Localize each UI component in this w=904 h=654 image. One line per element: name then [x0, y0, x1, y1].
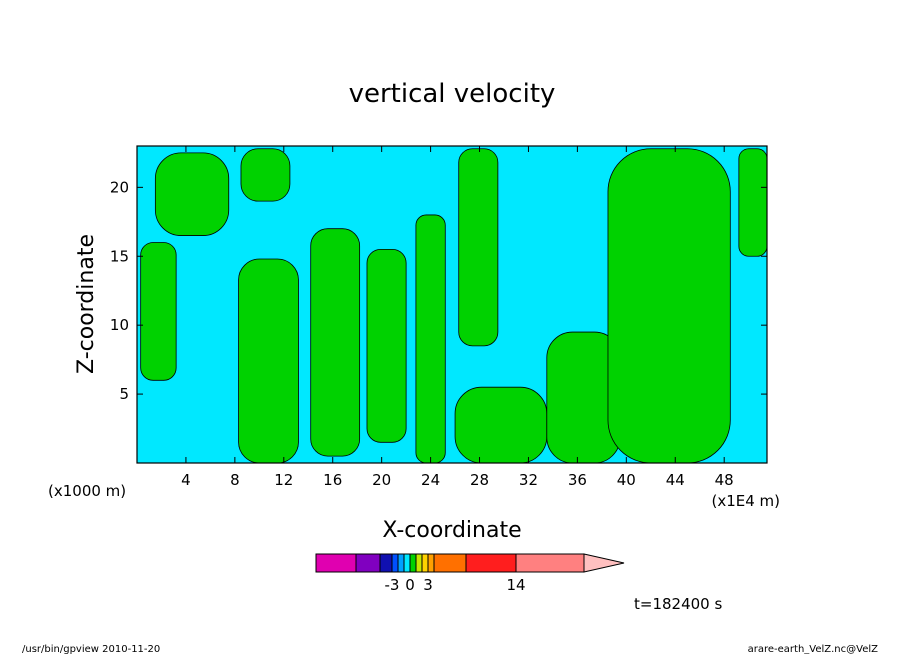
contour-region — [140, 242, 177, 381]
colorbar-segment — [515, 553, 585, 573]
x-axis-label: X-coordinate — [382, 518, 521, 543]
x-tick-label: 28 — [470, 471, 489, 489]
contour-region — [458, 148, 499, 347]
chart-title: vertical velocity — [349, 79, 556, 109]
x-tick-label: 48 — [715, 471, 734, 489]
x-tick-label: 36 — [568, 471, 587, 489]
x-tick-label: 8 — [230, 471, 240, 489]
contour-region — [310, 228, 361, 457]
x-axis: 4 8 12 16 20 24 28 32 36 40 44 48 — [181, 146, 734, 489]
colorbar-segment — [391, 553, 399, 573]
y-tick-label: 10 — [110, 316, 129, 334]
time-label: t=182400 s — [634, 595, 722, 613]
contour-region — [154, 152, 230, 236]
x-tick-label: 32 — [519, 471, 538, 489]
colorbar-label: 3 — [423, 576, 433, 594]
colorbar-segment — [397, 553, 405, 573]
x-unit-right: (x1E4 m) — [711, 492, 780, 510]
colorbar-segment — [421, 553, 429, 573]
x-tick-label: 44 — [666, 471, 685, 489]
colorbar-segment — [433, 553, 467, 573]
contour-region — [366, 248, 407, 443]
x-tick-label: 16 — [323, 471, 342, 489]
colorbar-segment — [427, 553, 435, 573]
y-axis: 5 10 15 20 — [110, 178, 767, 403]
contour-region — [240, 148, 291, 202]
colorbar-segment — [355, 553, 381, 573]
x-tick-label: 4 — [181, 471, 191, 489]
colorbar-segment — [379, 553, 393, 573]
x-unit-left: (x1000 m) — [48, 482, 126, 500]
plot-frame — [136, 145, 768, 464]
x-tick-label: 40 — [617, 471, 636, 489]
y-tick-label: 5 — [119, 385, 129, 403]
contour-regions — [140, 148, 767, 463]
colorbar-label: 0 — [405, 576, 415, 594]
y-axis-label: Z-coordinate — [74, 234, 99, 374]
colorbar-segment — [315, 553, 357, 573]
contour-region — [607, 148, 731, 463]
footer-right: arare-earth_VelZ.nc@VelZ — [748, 644, 879, 654]
colorbar-segment — [409, 553, 417, 573]
contour-region — [454, 386, 548, 463]
y-tick-label: 20 — [110, 178, 129, 196]
x-tick-label: 24 — [421, 471, 440, 489]
colorbar-label: 14 — [506, 576, 525, 594]
footer-left: /usr/bin/gpview 2010-11-20 — [22, 644, 160, 654]
contour-region — [415, 214, 446, 463]
colorbar-segment — [403, 553, 411, 573]
contour-region — [238, 258, 299, 463]
colorbar-arrow — [583, 553, 625, 573]
colorbar-segment — [465, 553, 517, 573]
contour-region — [738, 148, 767, 257]
colorbar-segment — [415, 553, 423, 573]
y-tick-label: 15 — [110, 247, 129, 265]
x-tick-label: 12 — [274, 471, 293, 489]
plot-area — [136, 145, 768, 464]
colorbar: -3 0 3 14 — [315, 553, 625, 594]
colorbar-label: -3 — [385, 576, 400, 594]
x-tick-label: 20 — [372, 471, 391, 489]
